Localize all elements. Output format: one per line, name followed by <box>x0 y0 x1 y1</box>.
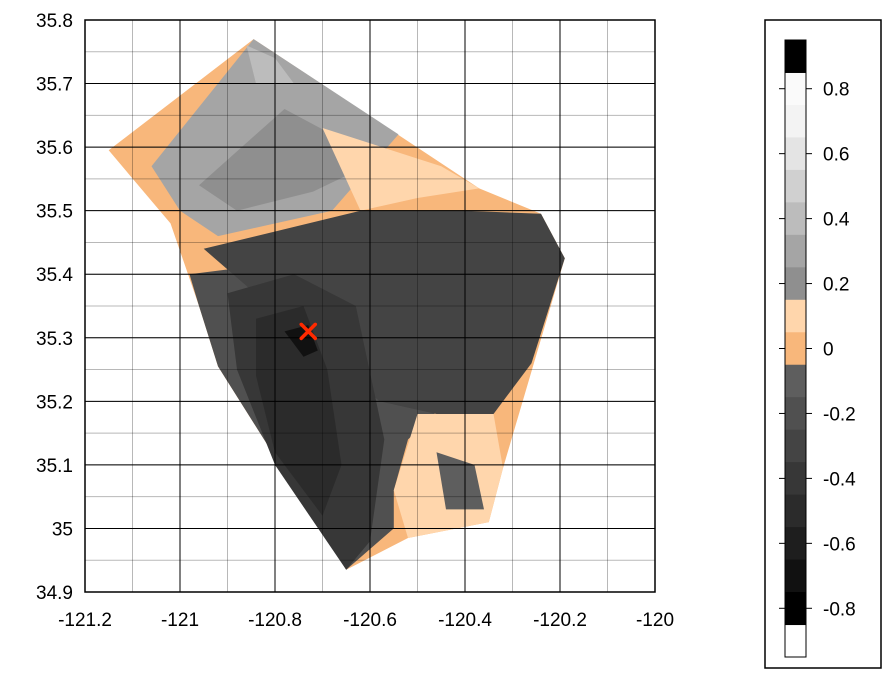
colorbar-under <box>784 624 807 658</box>
y-tick-label: 35.5 <box>36 202 73 223</box>
colorbar-band-3 <box>785 494 806 528</box>
colorbar-tick-label: 0.6 <box>823 145 849 166</box>
colorbar-band-4 <box>785 462 806 496</box>
y-tick-label: 34.9 <box>36 583 73 604</box>
marker-layer <box>299 322 317 341</box>
contour-region-6 <box>199 109 380 211</box>
colorbar-tick-label: 0.8 <box>823 80 849 101</box>
colorbar-tick-label: 0.4 <box>823 210 850 231</box>
y-tick-label: 35 <box>52 519 73 540</box>
x-tick-label: -120.8 <box>248 610 302 631</box>
colorbar-over <box>784 39 807 73</box>
colorbar-band-15 <box>785 104 806 138</box>
colorbar-tick-label: -0.8 <box>823 599 856 620</box>
epicenter-marker <box>299 322 317 341</box>
colorbar-band-7 <box>785 364 806 398</box>
x-tick-label: -121 <box>161 610 199 631</box>
colorbar-tick-label: -0.4 <box>823 469 856 490</box>
contour-region-3 <box>256 306 342 516</box>
colorbar-band-11 <box>785 234 806 268</box>
y-tick-label: 35.2 <box>36 392 73 413</box>
y-tick-label: 35.6 <box>36 138 73 159</box>
contour-region-10 <box>436 452 484 510</box>
y-tick-label: 35.4 <box>36 265 73 286</box>
y-tick-label: 35.7 <box>36 75 73 96</box>
x-tick-label: -120.4 <box>438 610 492 631</box>
colorbar: -0.8 -0.6 -0.4 -0.2 0 0.2 0.4 0.6 0.8 <box>764 19 882 669</box>
contour-region-7 <box>246 45 294 84</box>
plot-frame <box>84 19 656 593</box>
colorbar-tick-label: -0.2 <box>823 404 856 425</box>
contour-regions <box>108 39 565 570</box>
colorbar-tick-label: 0.2 <box>823 275 849 296</box>
colorbar-tick-label: -0.6 <box>823 534 856 555</box>
y-tick-label: 35.8 <box>36 11 73 32</box>
colorbar-band-12 <box>785 202 806 236</box>
colorbar-band-6 <box>785 397 806 431</box>
colorbar-band-16 <box>785 72 806 106</box>
axes: -121.2 -121 -120.8 -120.6 -120.4 -120.2 -120 34… <box>36 11 674 631</box>
colorbar-band-1 <box>785 559 806 593</box>
x-tick-label: -120.2 <box>533 610 587 631</box>
colorbar-band-8 <box>785 332 806 366</box>
colorbar-band-9 <box>785 299 806 333</box>
colorbar-tick-label: 0 <box>823 340 834 361</box>
colorbar-band-14 <box>785 137 806 171</box>
y-tick-label: 35.1 <box>36 456 73 477</box>
colorbar-band-5 <box>785 429 806 463</box>
colorbar-band-10 <box>785 267 806 301</box>
colorbar-band-0 <box>785 592 806 626</box>
colorbar-band-2 <box>785 527 806 561</box>
colorbar-frame <box>764 19 882 669</box>
contour-region-8 <box>322 128 480 211</box>
x-tick-label: -121.2 <box>58 610 112 631</box>
contour-region-1 <box>203 210 565 414</box>
x-tick-label: -120 <box>636 610 674 631</box>
colorbar-band-13 <box>785 169 806 203</box>
x-tick-label: -120.6 <box>343 610 397 631</box>
y-tick-label: 35.3 <box>36 329 73 350</box>
